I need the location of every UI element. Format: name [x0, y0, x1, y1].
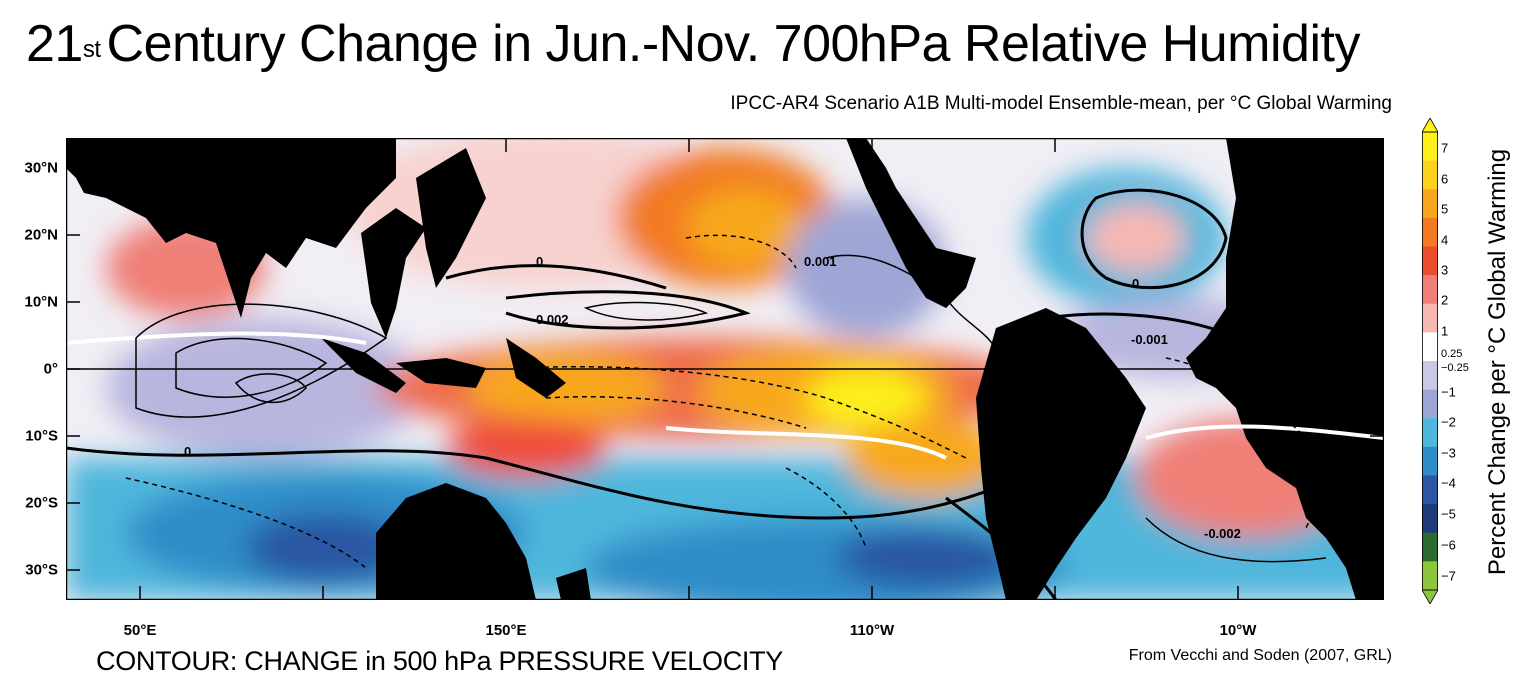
lat-label: 10°N	[24, 293, 58, 311]
contour-value-labels: 0 0.002 0.001 -0.001 -0.002 0 0	[184, 254, 1241, 541]
title-number: 21	[26, 15, 83, 73]
colorbar-segment	[1422, 303, 1438, 333]
lon-label: 150°E	[485, 622, 527, 639]
colorbar-segment	[1422, 189, 1438, 219]
colorbar-tick-label: −2	[1441, 414, 1456, 430]
colorbar-tick-label: 4	[1441, 232, 1449, 248]
colorbar-tick-label: −5	[1441, 506, 1456, 522]
map-panel: 0 0.002 0.001 -0.001 -0.002 0 0	[66, 138, 1384, 600]
lat-label: 30°N	[24, 159, 58, 177]
lat-label: 20°N	[24, 226, 58, 244]
lat-label: 20°S	[25, 494, 58, 512]
colorbar-segment	[1422, 446, 1438, 476]
colorbar-segment	[1422, 504, 1438, 534]
map-svg: 0 0.002 0.001 -0.001 -0.002 0 0	[66, 138, 1384, 600]
colorbar-segment	[1422, 561, 1438, 591]
axis-ticks	[66, 138, 1384, 600]
colorbar-tick-label: 5	[1441, 201, 1449, 217]
contour-lines	[66, 188, 1384, 600]
colorbar-tick-label: 7	[1441, 140, 1449, 156]
colorbar-tick-label: −7	[1441, 568, 1456, 584]
colorbar-tick-label: −4	[1441, 475, 1456, 491]
colorbar-top-arrow	[1422, 118, 1438, 133]
lon-label: 50°E	[123, 622, 157, 639]
colorbar-tick-label: −6	[1441, 537, 1456, 553]
colorbar-tick-label: 0.25	[1441, 348, 1463, 360]
lat-label: 30°S	[25, 561, 58, 579]
title-superscript: st	[82, 36, 101, 63]
chart-title: 21st Century Change in Jun.-Nov. 700hPa R…	[26, 14, 1360, 74]
title-text: Century Change in Jun.-Nov. 700hPa Relat…	[106, 15, 1361, 73]
contour-label: 0	[184, 444, 191, 459]
chart-subtitle: IPCC-AR4 Scenario A1B Multi-model Ensemb…	[730, 93, 1392, 114]
colorbar-segment	[1422, 217, 1438, 247]
lat-label: 10°S	[25, 427, 58, 445]
colorbar-bottom-arrow	[1422, 589, 1438, 604]
colorbar-tick-label: 6	[1441, 171, 1449, 187]
colorbar-tick-label: −1	[1441, 384, 1456, 400]
contour-label: 0	[1132, 276, 1139, 291]
lon-label: 110°W	[849, 622, 895, 639]
colorbar-segment	[1422, 475, 1438, 505]
contour-label: 0	[536, 254, 543, 269]
source-credit: From Vecchi and Soden (2007, GRL)	[1128, 647, 1392, 664]
colorbar-segments	[1422, 132, 1438, 591]
contour-label: -0.002	[1204, 526, 1241, 541]
colorbar-segment	[1422, 418, 1438, 448]
colorbar-segment	[1422, 389, 1438, 419]
colorbar-segment	[1422, 361, 1438, 391]
colorbar	[1422, 118, 1438, 604]
contour-label: -0.001	[1131, 332, 1168, 347]
colorbar-tick-label: 3	[1441, 262, 1449, 278]
colorbar-segment	[1422, 246, 1438, 276]
lat-label: 0°	[43, 360, 58, 378]
contour-label: 0.001	[804, 254, 837, 269]
colorbar-tick-label: −0.25	[1441, 362, 1469, 374]
colorbar-tick-label: 2	[1441, 292, 1449, 308]
colorbar-tick-label: 1	[1441, 323, 1449, 339]
colorbar-segment	[1422, 132, 1438, 162]
colorbar-segment	[1422, 160, 1438, 190]
colorbar-tick-label: −3	[1441, 445, 1456, 461]
colorbar-segment	[1422, 532, 1438, 562]
contour-label: 0.002	[536, 312, 569, 327]
colorbar-segment	[1422, 275, 1438, 305]
colorbar-segment	[1422, 332, 1438, 362]
colorbar-title: Percent Change per °C Global Warming	[1484, 148, 1511, 576]
contour-caption: CONTOUR: CHANGE in 500 hPa PRESSURE VELO…	[96, 646, 784, 676]
lon-label: 10°W	[1219, 622, 1257, 639]
colorbar-frame	[1422, 131, 1438, 591]
